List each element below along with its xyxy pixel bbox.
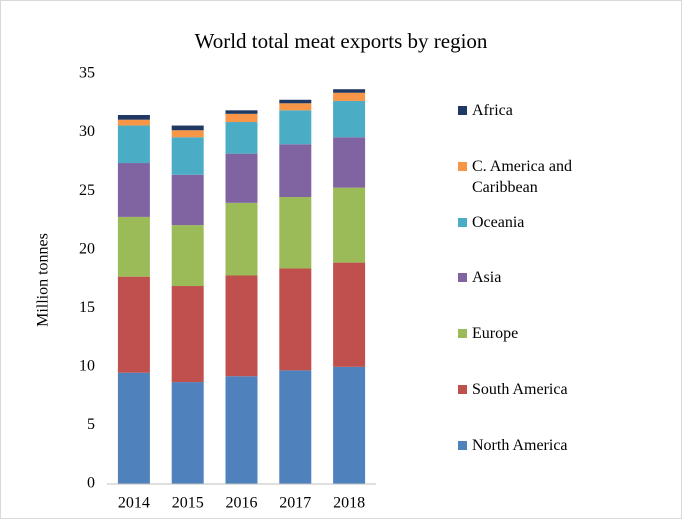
bar-segment [225, 113, 258, 123]
legend-label: Oceania [472, 213, 525, 231]
bar-segment [279, 99, 312, 104]
legend-item: North America [458, 435, 608, 456]
legend-label: C. America and Caribbean [472, 157, 572, 196]
legend-label: Africa [472, 102, 513, 119]
legend-item: Oceania [458, 212, 608, 233]
x-tick-label: 2018 [333, 495, 365, 512]
bar-segment [171, 130, 204, 138]
legend-item: Asia [458, 267, 608, 288]
bar-segment [171, 174, 204, 226]
legend-item: C. America and Caribbean [458, 156, 608, 198]
legend-item: South America [458, 379, 608, 400]
legend-swatch [458, 106, 467, 115]
y-tick-label: 15 [79, 299, 95, 316]
bar-segment [171, 137, 204, 175]
legend-swatch [458, 329, 467, 339]
bar-segment [333, 366, 366, 484]
bar-segment [225, 153, 258, 203]
bar-segment [117, 119, 150, 126]
legend-label: Europe [472, 325, 519, 343]
legend-item: Europe [458, 323, 608, 344]
y-tick-label: 25 [79, 182, 95, 199]
x-tick-label: 2015 [172, 495, 204, 512]
bar-segment [279, 370, 312, 484]
y-tick-label: 5 [87, 416, 95, 433]
x-tick-label: 2017 [279, 495, 311, 512]
bar-segment [333, 92, 366, 101]
bar-segment [225, 376, 258, 484]
bar-segment [333, 187, 366, 263]
bar-segment [117, 372, 150, 484]
legend-swatch [458, 161, 467, 171]
bar-segment [117, 216, 150, 277]
bar-segment [171, 286, 204, 383]
bar-segment [333, 89, 366, 93]
x-tick-label: 2016 [226, 495, 258, 512]
bar-segment [225, 122, 258, 154]
bar-segment [225, 202, 258, 276]
legend-label: North America [472, 436, 568, 454]
y-tick-label: 30 [79, 123, 95, 140]
chart-title: World total meat exports by region [195, 29, 488, 53]
bar-segment [333, 100, 366, 138]
bar-segment [333, 137, 366, 188]
legend-label: Asia [472, 269, 502, 287]
bar-segment [333, 262, 366, 367]
legend-item: Africa [458, 100, 608, 121]
y-tick-label: 35 [79, 65, 95, 82]
bar-segment [225, 275, 258, 377]
legend-swatch [458, 217, 467, 227]
x-tick-label: 2014 [118, 495, 150, 512]
bar-segment [279, 197, 312, 269]
bar-segment [171, 382, 204, 484]
bar-segment [117, 276, 150, 373]
y-tick-label: 20 [79, 240, 95, 257]
bar-segment [279, 144, 312, 197]
bar-segment [117, 163, 150, 217]
y-axis-label: Million tonnes [35, 233, 52, 327]
legend-label: South America [472, 381, 568, 398]
bar-segment [171, 125, 204, 131]
legend-swatch [458, 440, 467, 450]
bar-segment [171, 225, 204, 287]
legend-swatch [458, 273, 467, 283]
y-tick-label: 10 [79, 358, 95, 375]
legend-swatch [458, 385, 467, 394]
y-tick-label: 0 [87, 475, 95, 492]
bar-segment [279, 103, 312, 111]
bar-segment [279, 268, 312, 371]
bar-segment [117, 125, 150, 164]
bar-segment [279, 110, 312, 145]
bar-segment [225, 110, 258, 114]
bar-segment [117, 115, 150, 120]
